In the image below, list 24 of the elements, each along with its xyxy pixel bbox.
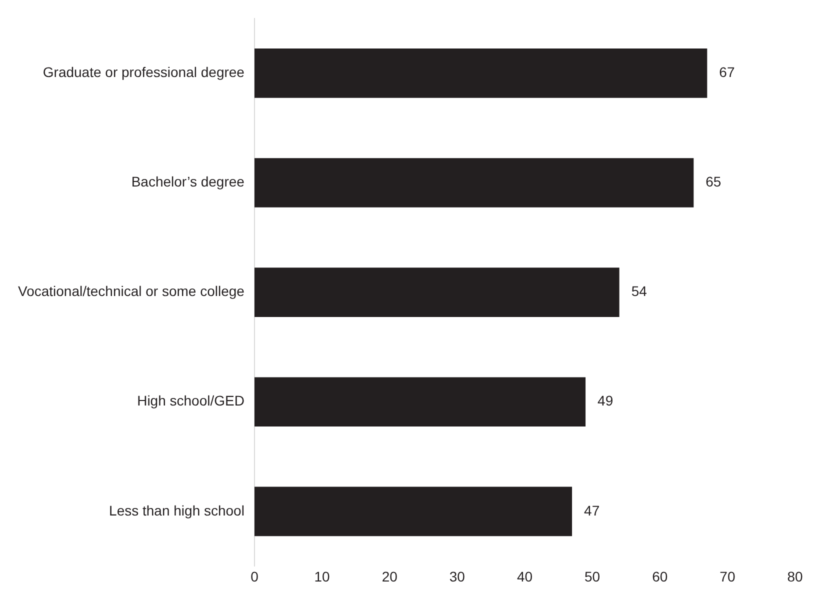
x-tick-label: 40 [516,568,533,584]
y-tick-label: Less than high school [109,502,244,518]
data-label: 67 [719,64,735,80]
x-tick-label: 70 [720,568,736,584]
data-label: 47 [584,502,600,518]
y-tick-label: Vocational/technical or some college [18,283,245,300]
y-tick-label: High school/GED [137,392,244,409]
x-tick-label: 30 [449,568,466,584]
bar [254,48,708,98]
x-tick-label: 20 [382,568,398,584]
x-tick-label: 80 [787,568,803,584]
bar [254,158,694,208]
x-tick-label: 60 [652,568,668,584]
x-tick-label: 10 [314,568,330,584]
x-tick-label: 50 [584,568,600,584]
bar [254,377,586,427]
y-tick-label: Graduate or professional degree [42,64,245,80]
bar [254,268,620,317]
data-label: 65 [706,174,722,190]
x-tick-label: 0 [250,568,259,584]
bar [254,486,572,536]
data-label: 49 [598,392,614,409]
data-label: 54 [631,283,648,300]
y-tick-label: Bachelor’s degree [131,174,245,190]
